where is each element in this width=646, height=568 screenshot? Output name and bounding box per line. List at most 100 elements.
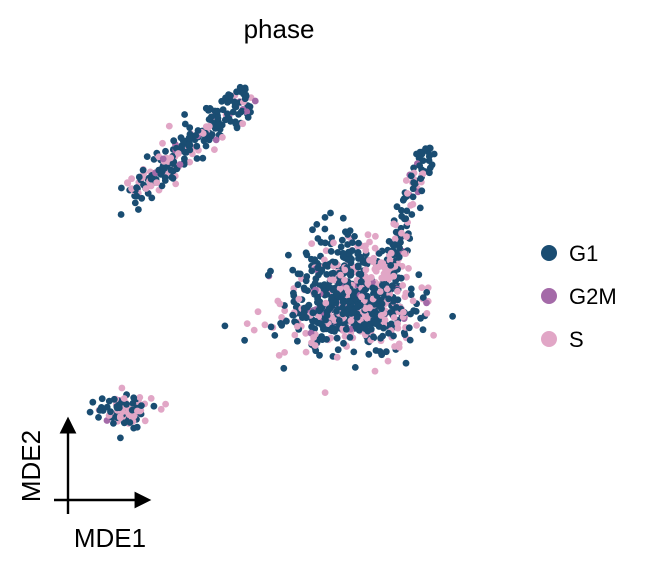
scatter-point (232, 100, 239, 108)
scatter-point (353, 314, 361, 321)
data-points (86, 83, 456, 442)
scatter-point (261, 321, 269, 329)
scatter-point (309, 226, 316, 234)
scatter-point (315, 313, 322, 320)
scatter-point (381, 316, 389, 324)
scatter-point (407, 285, 415, 293)
scatter-point (407, 291, 415, 299)
scatter-point (426, 169, 433, 177)
scatter-point (205, 116, 213, 123)
scatter-point (251, 97, 259, 105)
scatter-point (325, 305, 333, 313)
scatter-point (219, 133, 226, 141)
scatter-point (376, 288, 384, 295)
scatter-point (214, 114, 222, 122)
scatter-point (167, 166, 175, 174)
scatter-point (333, 334, 341, 342)
scatter-point (341, 266, 349, 274)
scatter-point (385, 238, 393, 245)
scatter-point (371, 300, 379, 308)
scatter-point (321, 225, 329, 233)
scatter-point (322, 247, 330, 255)
scatter-point (364, 276, 372, 284)
scatter-point (159, 139, 166, 147)
scatter-point (423, 299, 430, 307)
scatter-point (123, 400, 130, 408)
scatter-point (174, 150, 182, 157)
scatter-point (331, 258, 339, 266)
scatter-point (404, 190, 411, 197)
scatter-point (211, 146, 218, 154)
x-axis-label: MDE1 (74, 523, 146, 553)
scatter-point (387, 320, 395, 328)
scatter-point (349, 309, 357, 317)
scatter-point (243, 320, 251, 327)
scatter-point (172, 180, 180, 188)
scatter-point (339, 214, 347, 222)
scatter-point (224, 110, 231, 118)
scatter-point (181, 155, 188, 163)
scatter-point (302, 277, 310, 285)
scatter-point (323, 312, 331, 319)
scatter-point (377, 334, 384, 342)
scatter-point (162, 147, 169, 155)
scatter-point (409, 297, 417, 305)
scatter-point (323, 271, 331, 278)
scatter-point (133, 184, 141, 192)
scatter-point (407, 172, 415, 180)
scatter-point (133, 423, 141, 431)
scatter-point (311, 289, 318, 297)
scatter-point (398, 212, 406, 220)
scatter-point (384, 357, 392, 365)
scatter-point (419, 294, 427, 301)
scatter-point (351, 364, 359, 371)
scatter-point (337, 271, 344, 279)
legend-label: G1 (569, 241, 598, 266)
scatter-point (383, 285, 391, 293)
scatter-point (321, 239, 329, 247)
scatter-point (170, 137, 178, 145)
scatter-point (200, 137, 208, 145)
scatter-point (327, 209, 334, 217)
scatter-point (244, 114, 252, 121)
scatter-point (333, 290, 341, 298)
axis-arrows (54, 416, 152, 514)
scatter-point (402, 289, 410, 297)
scatter-point (159, 164, 167, 172)
scatter-point (364, 231, 372, 239)
scatter-point (327, 248, 335, 255)
legend-marker (541, 331, 557, 347)
scatter-point (409, 185, 417, 193)
scatter-point (402, 359, 410, 367)
scatter-point (229, 108, 237, 116)
scatter-point (295, 295, 303, 303)
scatter-point (225, 115, 233, 123)
scatter-point (323, 336, 330, 343)
scatter-point (316, 351, 323, 359)
scatter-point (339, 298, 347, 306)
scatter-point (333, 353, 341, 361)
scatter-point (336, 279, 343, 287)
scatter-point (267, 323, 275, 331)
scatter-point (115, 404, 123, 412)
scatter-point (310, 334, 317, 341)
scatter-point (375, 250, 383, 257)
scatter-point (317, 320, 325, 328)
scatter-point (283, 317, 290, 325)
scatter-point (395, 344, 403, 351)
scatter-point (378, 305, 385, 313)
scatter-point (143, 153, 151, 161)
scatter-point (422, 145, 429, 153)
scatter-point (403, 207, 411, 215)
scatter-point (392, 304, 400, 311)
scatter-point (308, 323, 315, 331)
scatter-point (271, 332, 279, 339)
scatter-point (405, 324, 413, 332)
scatter-point (275, 352, 283, 359)
scatter-point (241, 336, 249, 344)
scatter-point (315, 271, 322, 279)
scatter-point (413, 322, 420, 329)
scatter-point (355, 239, 362, 247)
scatter-point (250, 326, 258, 334)
